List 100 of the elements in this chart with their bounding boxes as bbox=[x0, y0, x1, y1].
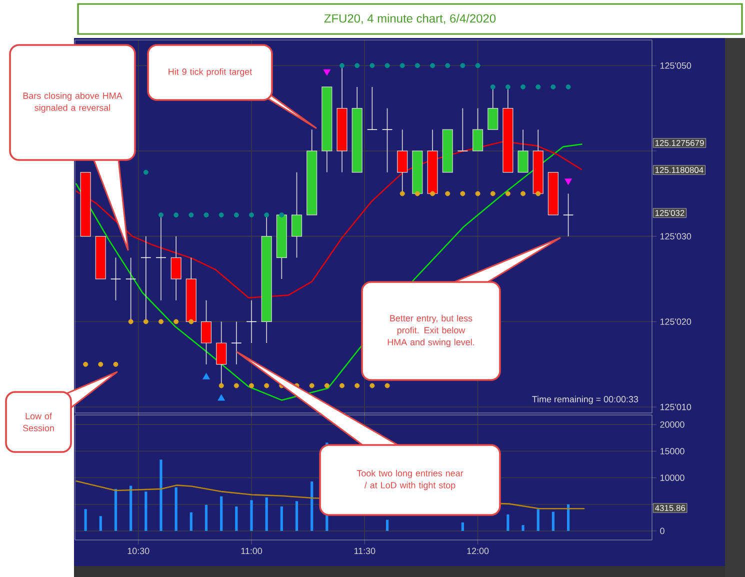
point bbox=[323, 69, 331, 76]
x-tick-label: 11:00 bbox=[241, 548, 262, 554]
text: 125.1180804 bbox=[655, 166, 704, 173]
bar bbox=[265, 497, 268, 531]
bar bbox=[280, 506, 283, 531]
point bbox=[354, 383, 360, 388]
point bbox=[414, 63, 420, 68]
annotation: Hit 9 tick profit target bbox=[168, 68, 252, 77]
point bbox=[340, 63, 345, 68]
x-tick-label: 12:00 bbox=[467, 548, 489, 554]
bar bbox=[174, 487, 178, 531]
point bbox=[505, 84, 510, 90]
point bbox=[430, 191, 436, 196]
bar bbox=[235, 506, 238, 531]
point bbox=[279, 212, 284, 218]
bar bbox=[144, 492, 148, 531]
point bbox=[264, 212, 270, 218]
chart-title: ZFU20, 4 minute chart, 6/4/2020 bbox=[324, 14, 496, 24]
point bbox=[158, 319, 164, 324]
bar bbox=[461, 522, 464, 531]
point bbox=[566, 84, 571, 90]
candlestick bbox=[200, 300, 212, 365]
y-tick-label: 125'010 bbox=[660, 404, 692, 410]
y-tick-label: 10000 bbox=[660, 474, 684, 481]
point bbox=[113, 362, 118, 367]
point bbox=[234, 212, 239, 218]
point bbox=[475, 63, 480, 68]
point bbox=[143, 319, 148, 324]
bar bbox=[310, 481, 314, 531]
point bbox=[188, 319, 194, 324]
point bbox=[520, 84, 526, 90]
point bbox=[249, 383, 254, 388]
y-tick-label: 20000 bbox=[660, 421, 684, 428]
point bbox=[520, 191, 526, 196]
point bbox=[400, 191, 405, 196]
point bbox=[445, 191, 450, 196]
annotation: Better entry, but less profit. Exit below HMA and swing level. bbox=[388, 314, 474, 348]
bar bbox=[552, 512, 554, 531]
bar bbox=[220, 496, 223, 531]
bar bbox=[190, 512, 192, 531]
point bbox=[370, 383, 375, 388]
point bbox=[174, 319, 179, 324]
point bbox=[460, 191, 466, 196]
point bbox=[490, 84, 496, 90]
candlestick bbox=[382, 108, 393, 173]
y-tick-label: 125'030 bbox=[660, 233, 692, 240]
point bbox=[188, 212, 194, 218]
bar bbox=[160, 460, 162, 531]
point bbox=[430, 63, 436, 68]
candlestick bbox=[246, 300, 257, 344]
candlestick bbox=[472, 108, 484, 152]
point bbox=[505, 191, 510, 196]
point bbox=[83, 362, 88, 367]
point bbox=[174, 212, 179, 218]
point bbox=[384, 383, 390, 388]
bar bbox=[204, 504, 208, 531]
annotation: Time remaining = 00:00:33 bbox=[532, 396, 638, 404]
candlestick bbox=[457, 108, 468, 152]
text: Low of Session bbox=[22, 412, 54, 432]
annotation: Bars closing above HMA signaled a reversal bbox=[23, 92, 122, 113]
point bbox=[249, 212, 254, 218]
point bbox=[536, 191, 541, 196]
line-series bbox=[75, 140, 583, 298]
bar bbox=[114, 488, 118, 531]
point bbox=[264, 383, 270, 388]
candlestick bbox=[562, 193, 574, 237]
bar bbox=[99, 516, 102, 531]
text: 125'032 bbox=[655, 210, 684, 216]
point bbox=[202, 372, 210, 380]
point bbox=[309, 383, 314, 388]
bar bbox=[84, 509, 87, 531]
bar bbox=[386, 520, 389, 531]
point bbox=[218, 383, 224, 388]
point bbox=[218, 212, 224, 218]
bar bbox=[506, 514, 510, 531]
bar bbox=[566, 504, 570, 531]
point bbox=[490, 191, 496, 196]
point bbox=[384, 63, 390, 68]
point bbox=[218, 394, 226, 401]
text: 4315.86 bbox=[654, 504, 686, 511]
text: 125.1275679 bbox=[655, 140, 704, 146]
y-tick-label: 15000 bbox=[660, 448, 684, 454]
point bbox=[400, 63, 405, 68]
point bbox=[234, 383, 239, 388]
bar bbox=[536, 509, 540, 531]
y-tick-label: 125'020 bbox=[660, 318, 692, 325]
point bbox=[128, 319, 134, 324]
bar bbox=[295, 501, 298, 531]
point bbox=[204, 212, 209, 218]
point bbox=[536, 84, 541, 90]
point bbox=[414, 191, 420, 196]
x-tick-label: 11:30 bbox=[354, 548, 376, 554]
y-tick-label: 125'050 bbox=[660, 62, 692, 69]
candlestick bbox=[366, 86, 378, 130]
point bbox=[445, 63, 450, 68]
point bbox=[340, 383, 345, 388]
point bbox=[158, 212, 164, 218]
bar bbox=[130, 486, 132, 531]
candlestick bbox=[518, 129, 528, 173]
point bbox=[98, 362, 104, 367]
